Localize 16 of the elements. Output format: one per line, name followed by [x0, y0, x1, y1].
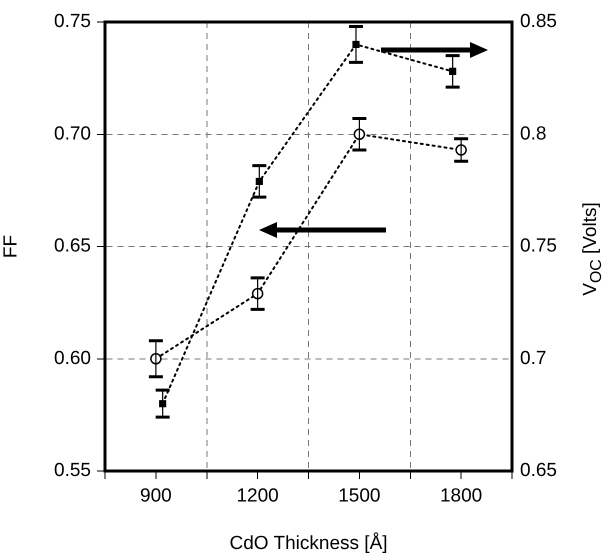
- y2-tick-label: 0.75: [520, 236, 557, 257]
- y-tick-label: 0.70: [54, 123, 91, 144]
- y-tick-label: 0.65: [54, 236, 91, 257]
- x-tick-label: 900: [140, 486, 172, 507]
- x-tick-label: 1800: [440, 486, 482, 507]
- y2-tick-label: 0.7: [520, 348, 546, 369]
- y-axis-title: FF: [0, 234, 22, 258]
- y2-tick-label: 0.85: [520, 11, 557, 32]
- y-tick-label: 0.60: [54, 348, 91, 369]
- y2-tick-label: 0.65: [520, 460, 557, 482]
- y-tick-label: 0.55: [54, 460, 91, 482]
- x-axis-title: CdO Thickness [Å]: [229, 532, 388, 554]
- x-tick-label: 1200: [236, 486, 279, 507]
- x-tick-label: 1500: [338, 486, 381, 507]
- y-tick-label: 0.75: [54, 11, 91, 32]
- y2-tick-label: 0.8: [520, 123, 546, 144]
